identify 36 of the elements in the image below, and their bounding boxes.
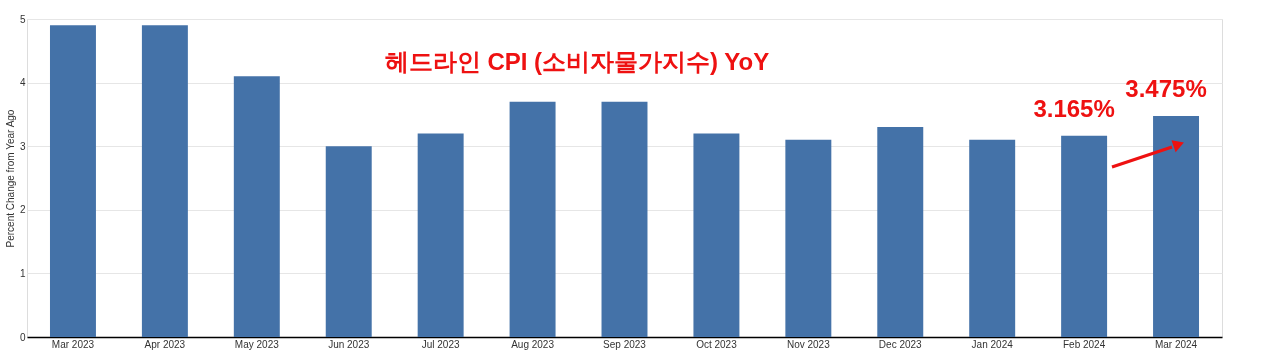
x-tick-label: Jul 2023 <box>421 338 460 350</box>
y-tick-label: 5 <box>19 13 26 25</box>
bar <box>233 76 280 337</box>
x-tick-label: Mar 2023 <box>51 338 95 350</box>
y-axis-title: Percent Change from Year Ago <box>4 109 16 248</box>
bar <box>601 101 648 337</box>
bar <box>1153 115 1200 337</box>
y-tick-label: 3 <box>19 140 26 152</box>
x-tick-label: Jan 2024 <box>971 338 1014 350</box>
x-tick-label: Nov 2023 <box>786 338 831 350</box>
bar <box>969 139 1016 337</box>
x-tick-label: Mar 2024 <box>1154 338 1198 350</box>
bar <box>1061 135 1108 337</box>
bar <box>509 101 556 337</box>
bar <box>693 133 740 337</box>
x-tick-label: Apr 2023 <box>144 338 186 350</box>
bar <box>877 127 924 337</box>
annotation: 3.475% <box>1125 74 1207 102</box>
x-tick-label: Feb 2024 <box>1062 338 1106 350</box>
bar <box>325 146 372 337</box>
x-tick-label: Dec 2023 <box>878 338 923 350</box>
y-tick-label: 1 <box>19 267 26 279</box>
y-tick-label: 0 <box>19 331 26 343</box>
bar <box>417 133 464 337</box>
bar <box>141 25 188 337</box>
x-tick-label: Sep 2023 <box>603 338 647 350</box>
annotation: 3.165% <box>1033 94 1115 122</box>
x-tick-label: Oct 2023 <box>696 338 738 350</box>
y-tick-label: 4 <box>19 77 26 89</box>
x-tick-label: Jun 2023 <box>328 338 370 350</box>
y-tick-label: 2 <box>19 204 26 216</box>
bar <box>49 25 96 337</box>
bar <box>785 139 832 337</box>
x-tick-label: May 2023 <box>234 338 280 350</box>
text: 헤드라인 CPI (소비자물가지수) YoY <box>384 48 770 75</box>
x-tick-label: Aug 2023 <box>511 338 555 350</box>
